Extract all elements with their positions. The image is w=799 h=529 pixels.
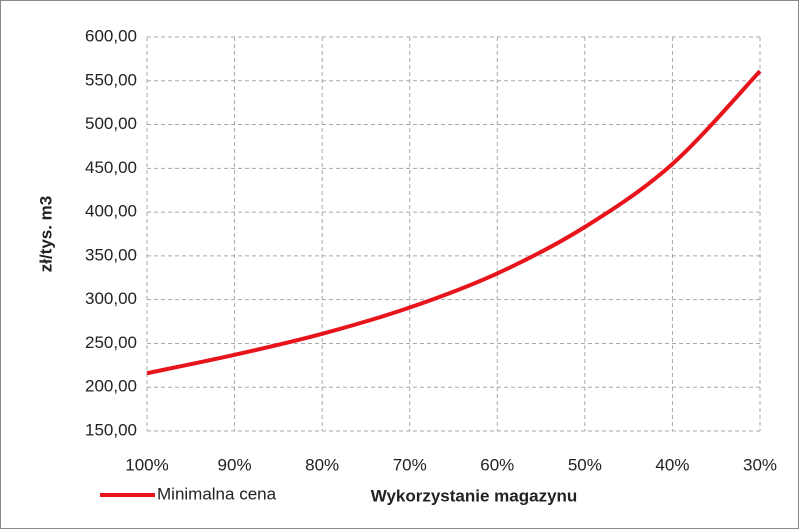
x-tick-label: 50% — [568, 455, 602, 474]
x-tick-label: 40% — [655, 455, 689, 474]
series-line — [146, 69, 762, 376]
y-tick-label: 350,00 — [85, 245, 137, 264]
y-tick-label: 250,00 — [85, 333, 137, 352]
y-tick-label: 150,00 — [85, 420, 137, 439]
x-tick-label: 100% — [125, 455, 168, 474]
x-tick-label: 30% — [743, 455, 777, 474]
x-tick-label: 80% — [305, 455, 339, 474]
x-axis-title: Wykorzystanie magazynu — [371, 486, 578, 505]
x-tick-label: 90% — [218, 455, 252, 474]
y-tick-label: 200,00 — [85, 377, 137, 396]
y-tick-label: 500,00 — [85, 114, 137, 133]
legend-label: Minimalna cena — [157, 484, 277, 503]
y-tick-label: 300,00 — [85, 289, 137, 308]
y-tick-label: 600,00 — [85, 26, 137, 45]
y-tick-label: 550,00 — [85, 70, 137, 89]
y-tick-label: 450,00 — [85, 158, 137, 177]
y-axis-title: zł/tys. m3 — [36, 196, 55, 273]
x-tick-label: 60% — [480, 455, 514, 474]
y-tick-label: 400,00 — [85, 202, 137, 221]
x-tick-label: 70% — [393, 455, 427, 474]
